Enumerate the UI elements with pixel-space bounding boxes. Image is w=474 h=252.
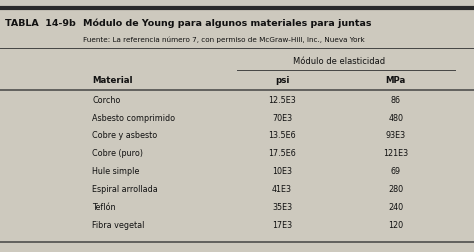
- Text: 93E3: 93E3: [386, 131, 406, 140]
- Text: psi: psi: [275, 76, 289, 85]
- Text: Módulo de elasticidad: Módulo de elasticidad: [293, 57, 385, 66]
- Text: Corcho: Corcho: [92, 95, 121, 104]
- Text: 86: 86: [391, 95, 401, 104]
- Text: Teflón: Teflón: [92, 202, 116, 211]
- Text: TABLA  14-9b: TABLA 14-9b: [5, 19, 75, 28]
- Text: 17E3: 17E3: [272, 220, 292, 229]
- Text: 17.5E6: 17.5E6: [268, 149, 296, 158]
- Text: 13.5E6: 13.5E6: [268, 131, 296, 140]
- Text: 280: 280: [388, 184, 403, 194]
- Text: Hule simple: Hule simple: [92, 167, 140, 176]
- Text: Módulo de Young para algunos materiales para juntas: Módulo de Young para algunos materiales …: [83, 19, 372, 28]
- Text: 35E3: 35E3: [272, 202, 292, 211]
- Text: 70E3: 70E3: [272, 113, 292, 122]
- Text: 69: 69: [391, 167, 401, 176]
- Text: 120: 120: [388, 220, 403, 229]
- Text: 480: 480: [388, 113, 403, 122]
- Text: Cobre (puro): Cobre (puro): [92, 149, 144, 158]
- Text: Fibra vegetal: Fibra vegetal: [92, 220, 145, 229]
- Text: 41E3: 41E3: [272, 184, 292, 194]
- Text: 10E3: 10E3: [272, 167, 292, 176]
- Text: Fuente: La referencia número 7, con permiso de McGraw-Hill, Inc., Nueva York: Fuente: La referencia número 7, con perm…: [83, 37, 365, 43]
- Text: 121E3: 121E3: [383, 149, 409, 158]
- Text: 240: 240: [388, 202, 403, 211]
- Text: Espiral arrollada: Espiral arrollada: [92, 184, 158, 194]
- Text: Cobre y asbesto: Cobre y asbesto: [92, 131, 158, 140]
- Text: MPa: MPa: [386, 76, 406, 85]
- Text: Asbesto comprimido: Asbesto comprimido: [92, 113, 175, 122]
- Text: Material: Material: [92, 76, 133, 85]
- Text: 12.5E3: 12.5E3: [268, 95, 296, 104]
